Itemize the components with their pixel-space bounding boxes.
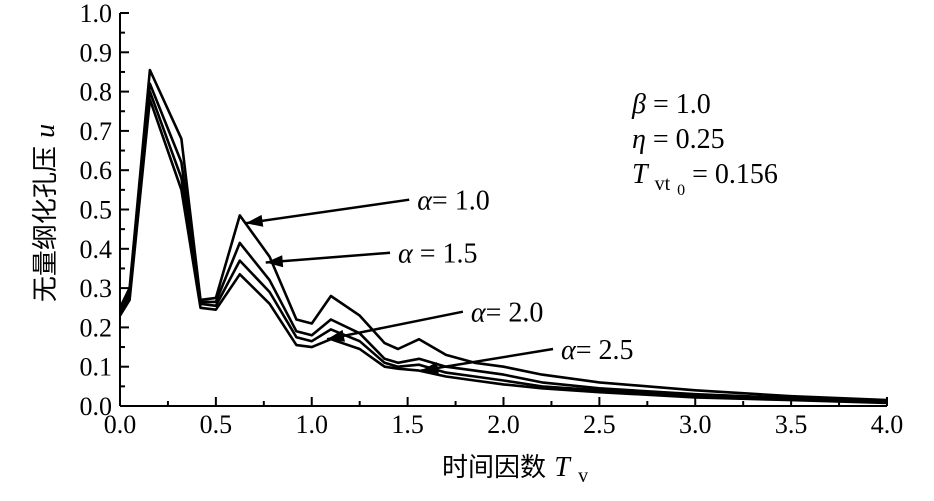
annotation-alpha-symbol: α [398, 239, 414, 270]
x-axis-title-symbol: T [554, 452, 572, 483]
series-line-3 [118, 90, 888, 404]
annotation-alpha-value: = 1.0 [432, 186, 490, 217]
annotation-label: α= 1.0 [417, 186, 490, 217]
y-tick-label: 0.3 [80, 274, 113, 303]
y-tick-label: 0.1 [80, 353, 113, 382]
annotation-alpha-value: = 2.5 [576, 335, 634, 366]
y-axis-title-symbol: u [30, 124, 61, 138]
x-tick-label: 1.0 [296, 410, 329, 439]
param-beta: β = 1.0 [631, 89, 711, 120]
annotation-arrow-head [327, 329, 345, 342]
y-tick-label: 0.6 [80, 156, 113, 185]
annotation-arrow-head [245, 214, 264, 227]
annotation-alpha-symbol: α [417, 186, 433, 217]
param-tvt0-symbol: T [632, 159, 650, 190]
x-axis-title: 时间因数 T v [442, 452, 588, 487]
x-tick-label: 3.0 [679, 410, 712, 439]
annotation-arrow-line [326, 310, 464, 341]
x-tick-label: 0.0 [104, 410, 137, 439]
y-tick-label: 0.9 [80, 38, 113, 67]
annotation-arrow-line [245, 198, 410, 225]
x-tick-label: 4.0 [871, 410, 904, 439]
series-line-1 [118, 68, 888, 402]
annotation-arrow-line [420, 347, 554, 372]
param-tvt0-value: = 0.156 [692, 159, 778, 190]
y-tick-label: 1.0 [80, 0, 113, 28]
param-tvt0-sub: vt [655, 173, 671, 195]
annotations: α= 1.0α = 1.5α= 2.0α= 2.5 [245, 186, 634, 374]
param-beta-symbol: β [631, 89, 646, 120]
x-tick-label: 1.5 [391, 410, 424, 439]
annotation-arrow-head [421, 361, 439, 374]
annotation-arrow-line [265, 251, 391, 264]
x-axis-title-sub: v [578, 465, 588, 487]
series [118, 68, 888, 405]
y-tick-label: 0.0 [80, 392, 113, 421]
y-tick-label: 0.2 [80, 313, 113, 342]
x-tick-label: 3.5 [775, 410, 808, 439]
param-eta-value: = 0.25 [653, 124, 725, 155]
x-axis-title-text: 时间因数 [442, 453, 546, 483]
x-tick-label: 2.5 [583, 410, 616, 439]
x-tick-label: 2.0 [487, 410, 520, 439]
param-beta-value: = 1.0 [653, 89, 711, 120]
y-tick-label: 0.4 [80, 235, 113, 264]
annotation-label: α= 2.0 [471, 298, 543, 329]
ticks: 0.0 0.5 1.0 1.5 2.0 2.5 3.0 3.5 4.0 0.0 0.1 0.2 0.3 0… [80, 0, 904, 439]
y-axis-title-text: 无量纲化孔压 [31, 146, 61, 302]
y-tick-label: 0.5 [80, 196, 113, 225]
param-eta-symbol: η [632, 124, 646, 155]
annotation-alpha-symbol: α [561, 335, 577, 366]
annotation-label: α = 1.5 [398, 239, 478, 270]
param-tvt0-subsub: 0 [677, 182, 685, 199]
param-tvt0: T vt 0 = 0.156 [632, 159, 778, 202]
y-tick-label: 0.8 [80, 78, 113, 107]
y-tick-label: 0.7 [80, 117, 113, 146]
annotation-alpha-value: = 2.0 [486, 298, 544, 329]
axes [119, 13, 887, 407]
annotation-label: α= 2.5 [561, 335, 634, 366]
x-tick-label: 0.5 [200, 410, 233, 439]
series-line-2 [118, 82, 888, 403]
param-eta: η = 0.25 [632, 124, 725, 155]
annotation-arrow-head [265, 255, 284, 268]
y-axis-title: 无量纲化孔压 u [30, 124, 61, 302]
annotation-alpha-symbol: α [471, 298, 487, 329]
series-line-4 [118, 98, 888, 405]
annotation-alpha-value: = 1.5 [413, 239, 478, 270]
